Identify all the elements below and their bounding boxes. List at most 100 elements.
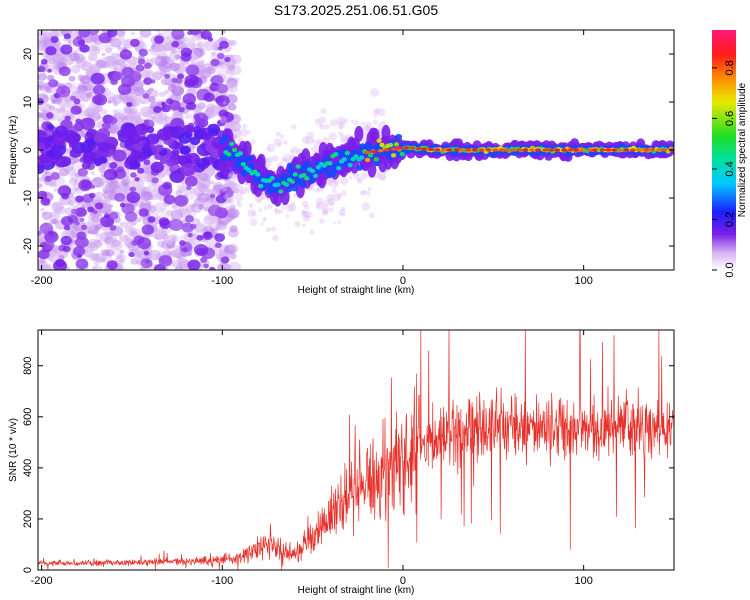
spectrogram-cell	[130, 31, 136, 36]
spectrogram-cell	[153, 106, 162, 114]
spectrogram-cell	[263, 216, 267, 221]
spectrogram-cell	[363, 124, 371, 132]
spectrogram-cell	[90, 184, 96, 189]
spectrogram-cell	[216, 66, 229, 77]
spectrogram-cell	[86, 241, 96, 250]
spectrogram-cell	[224, 56, 231, 63]
spectrogram-ytick-label: 0	[22, 147, 34, 153]
spectrogram-cell	[472, 148, 479, 152]
spectrogram-cell	[210, 51, 217, 57]
spectrogram-cell	[92, 264, 104, 270]
spectrogram-cell	[63, 225, 71, 231]
spectrogram-cell	[68, 75, 76, 82]
spectrogram-cell	[152, 113, 164, 124]
spectrogram-cell	[379, 142, 385, 148]
spectrogram-cell	[215, 254, 222, 260]
spectrogram-cell	[154, 226, 164, 234]
spectrogram-cell	[45, 46, 57, 56]
spectrogram-cell	[350, 119, 355, 123]
spectrogram-cell	[185, 204, 195, 213]
spectrogram-cell	[230, 187, 235, 192]
spectrogram-cell	[372, 119, 378, 125]
spectrogram-cell	[197, 192, 210, 203]
spectrogram-cell	[130, 231, 139, 238]
colorbar-tick-label: 0.2	[724, 212, 736, 227]
spectrogram-ytick-label: 20	[22, 48, 34, 60]
spectrogram-cell	[129, 114, 143, 126]
spectrogram-cell	[112, 38, 118, 44]
spectrogram-cell	[561, 148, 568, 152]
spectrogram-cell	[300, 210, 305, 215]
spectrogram-cell	[282, 157, 287, 162]
spectrogram-cell	[188, 203, 196, 209]
spectrogram-cell	[170, 209, 184, 221]
spectrogram-cell	[57, 117, 63, 122]
spectrogram-cell	[237, 182, 243, 189]
spectrogram-cell	[114, 188, 120, 193]
spectrogram-cell	[303, 204, 310, 211]
spectrogram-cell	[280, 189, 290, 206]
spectrogram-cell	[344, 150, 350, 156]
spectrogram-cell	[177, 73, 185, 80]
spectrogram-cell	[184, 215, 194, 223]
spectrogram-cell	[92, 265, 97, 269]
spectrogram-cell	[332, 221, 336, 225]
snr-ytick-label: 600	[22, 408, 34, 426]
spectrogram-cell	[323, 123, 330, 130]
spectrogram-cell	[50, 36, 59, 43]
chart-title: S173.2025.251.06.51.G05	[274, 2, 438, 18]
spectrogram-cell	[80, 117, 96, 131]
spectrogram-cell	[91, 254, 100, 262]
spectrogram-cell	[110, 52, 121, 61]
spectrogram-cell	[121, 39, 132, 49]
spectrogram-cell	[196, 234, 204, 241]
spectrogram-cell	[102, 57, 108, 62]
spectrogram-cell	[126, 101, 133, 108]
spectrogram-cell	[190, 229, 200, 237]
spectrogram-cell	[567, 148, 574, 152]
spectrogram-cell	[361, 202, 371, 211]
spectrogram-cell	[168, 250, 178, 258]
spectrogram-cell	[198, 199, 205, 205]
spectrogram-cell	[68, 42, 72, 46]
spectrogram-cell	[44, 175, 52, 182]
spectrogram-cell	[186, 185, 192, 191]
spectrogram-cell	[170, 48, 177, 54]
spectrogram-cell	[348, 176, 353, 180]
spectrogram-cell	[339, 176, 349, 186]
spectrogram-cell	[440, 148, 447, 152]
spectrogram-cell	[143, 175, 153, 183]
spectrogram-cell	[203, 92, 215, 102]
spectrogram-cell	[315, 165, 322, 170]
spectrogram-cell	[47, 230, 54, 236]
spectrogram-cell	[334, 179, 340, 186]
spectrogram-cell	[98, 256, 106, 263]
spectrogram-cell	[227, 173, 237, 183]
spectrogram-cell	[427, 147, 434, 151]
spectrogram-cell	[182, 43, 187, 47]
spectrogram-cell	[157, 171, 166, 179]
spectrogram-cell	[94, 260, 100, 266]
spectrogram-cell	[176, 254, 183, 259]
spectrogram-cell	[150, 50, 157, 56]
spectrogram-cell	[338, 209, 346, 217]
spectrogram-cell	[171, 149, 180, 156]
spectrogram-cell	[244, 186, 251, 193]
spectrogram-cell	[162, 181, 173, 190]
spectrogram-cell	[260, 222, 264, 226]
spectrogram-cell	[144, 62, 152, 69]
spectrogram-cell	[135, 217, 142, 223]
snr-xtick-label: -200	[31, 575, 53, 587]
spectrogram-cell	[41, 211, 53, 221]
spectrogram-cell	[97, 115, 102, 120]
spectrogram-cell	[548, 148, 555, 152]
spectrogram-cell	[174, 194, 189, 207]
spectrogram-ytick-label: -20	[22, 238, 34, 254]
spectrogram-cell	[52, 30, 59, 34]
spectrogram-cell	[175, 245, 181, 250]
spectrogram-cell	[134, 150, 141, 157]
spectrogram-cell	[150, 161, 165, 174]
spectrogram-cell	[145, 71, 153, 78]
spectrogram-cell	[340, 189, 347, 197]
spectrogram-cell	[38, 259, 46, 269]
